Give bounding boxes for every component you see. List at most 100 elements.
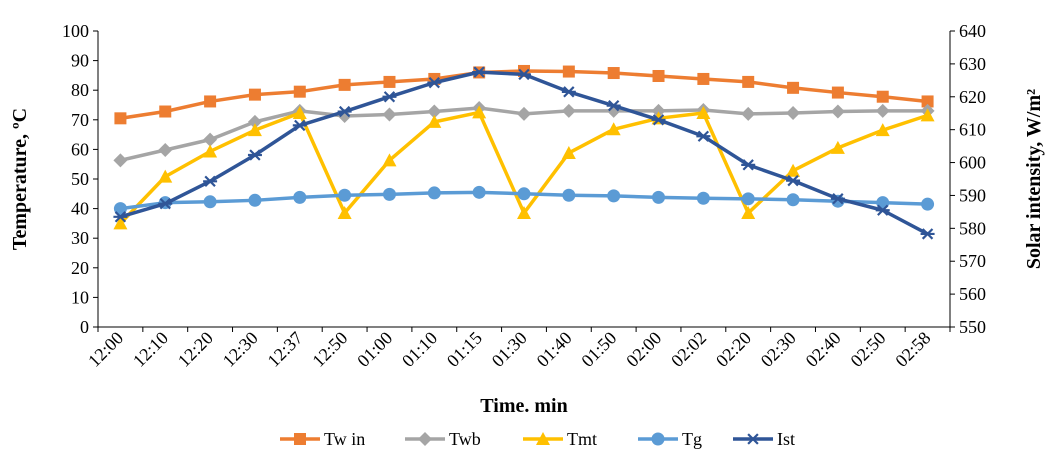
data-point (472, 66, 487, 78)
data-point (920, 228, 935, 240)
data-point (247, 149, 262, 161)
y-right-tick-label: 560 (959, 284, 986, 304)
x-tick-label: 12:30 (219, 328, 262, 371)
legend-item: Ist (733, 429, 795, 449)
data-point (427, 186, 441, 200)
data-point (830, 140, 845, 154)
data-point (606, 122, 621, 136)
data-point (697, 72, 710, 85)
data-point (607, 67, 620, 80)
data-point (517, 206, 531, 220)
data-point (651, 114, 666, 126)
data-point (561, 86, 576, 98)
x-tick-label: 01:40 (533, 328, 576, 371)
y-right-tick-label: 600 (959, 153, 986, 173)
data-point (607, 189, 621, 203)
legend-item: Tw in (280, 429, 365, 449)
data-point (293, 190, 307, 204)
legend-label: Tg (682, 429, 702, 449)
x-tick-label: 02:30 (757, 328, 800, 371)
data-point (203, 195, 217, 209)
data-point (204, 95, 217, 108)
data-point (382, 153, 397, 167)
data-point (338, 188, 352, 202)
x-tick-label: 12:10 (129, 328, 172, 371)
data-point (472, 105, 487, 119)
legend-marker (651, 432, 665, 446)
y-left-tick-label: 50 (71, 169, 89, 189)
data-point (472, 185, 486, 199)
data-point (652, 190, 666, 204)
data-point (382, 107, 397, 122)
series-ist (113, 66, 935, 240)
data-point (696, 191, 710, 205)
data-point (159, 105, 172, 118)
x-axis-title: Time. min (480, 395, 567, 417)
series-twb (113, 100, 935, 168)
legend-label: Tmt (567, 429, 597, 449)
data-point (113, 211, 128, 223)
data-point (293, 85, 306, 98)
data-point (696, 105, 711, 119)
data-point (427, 76, 442, 89)
data-point (292, 119, 307, 132)
data-point (158, 197, 173, 210)
legend-label: Tw in (324, 429, 365, 449)
data-point (561, 145, 576, 159)
data-point (875, 204, 890, 216)
data-point (517, 68, 531, 81)
y-left-tick-label: 10 (71, 287, 89, 307)
y-right-tick-label: 590 (959, 185, 986, 205)
y-right-tick-label: 580 (959, 218, 986, 238)
data-point (517, 106, 531, 121)
data-point (831, 86, 844, 99)
data-point (830, 193, 845, 205)
data-point (920, 108, 935, 122)
data-point (741, 159, 756, 171)
series-layer (113, 64, 935, 240)
data-point (651, 103, 666, 118)
data-point (830, 104, 845, 119)
data-point (786, 193, 800, 207)
x-tick-label: 02:02 (667, 328, 710, 371)
data-point (786, 174, 801, 187)
data-point (562, 188, 576, 202)
legend-item: Twb (405, 429, 481, 449)
data-point (875, 123, 890, 137)
data-point (337, 105, 352, 118)
y-left-tick-label: 70 (71, 110, 89, 130)
data-point (338, 78, 351, 91)
data-point (786, 105, 801, 120)
data-point (562, 65, 575, 78)
data-point (247, 114, 262, 129)
data-point (786, 163, 801, 177)
data-point (741, 192, 755, 206)
data-point (875, 103, 890, 118)
data-point (921, 197, 935, 211)
data-point (337, 206, 352, 220)
legend-item: Tg (638, 429, 702, 449)
data-point (383, 75, 396, 88)
data-point (652, 69, 665, 82)
y-right-tick-label: 610 (959, 120, 986, 140)
data-point (203, 132, 218, 147)
data-point (787, 81, 800, 94)
data-point (921, 95, 934, 108)
x-tick-label: 02:20 (712, 328, 755, 371)
x-tick-label: 12:20 (174, 328, 217, 371)
data-point (742, 75, 755, 88)
data-point (561, 103, 576, 118)
data-point (248, 193, 262, 207)
y-right-tick-label: 550 (959, 317, 986, 337)
series-tg (113, 185, 935, 216)
data-point (876, 90, 889, 103)
legend: Tw in Twb Tmt Tg Ist (280, 429, 795, 449)
legend-label: Twb (449, 429, 481, 449)
series-tmt (113, 105, 935, 230)
data-point (427, 114, 442, 128)
y-axis-right-title: Solar intensity, W/m² (1023, 89, 1045, 269)
y-axis-left-title: Temperature, ºC (9, 108, 31, 250)
legend-label: Ist (777, 429, 795, 449)
y-right-tick-label: 630 (959, 54, 986, 74)
